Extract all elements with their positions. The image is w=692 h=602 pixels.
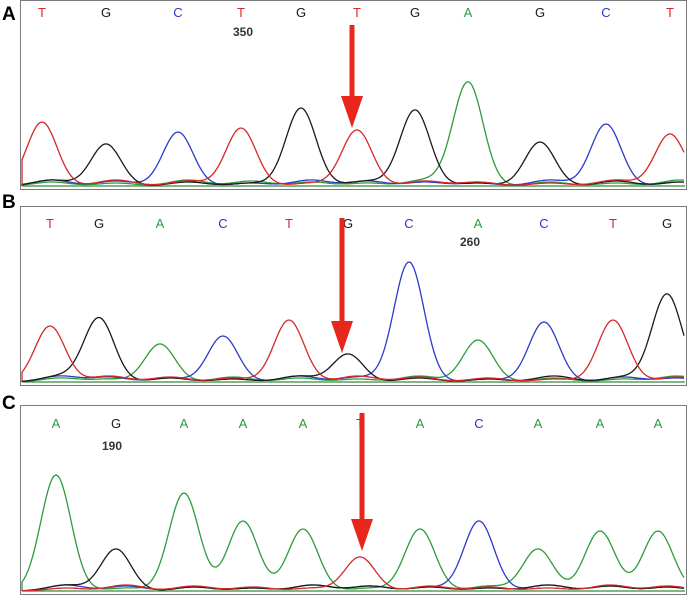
trace-G bbox=[21, 107, 685, 186]
base-call-A: A bbox=[534, 416, 543, 431]
base-call-G: G bbox=[296, 5, 306, 20]
trace-A bbox=[21, 474, 685, 591]
base-call-A: A bbox=[596, 416, 605, 431]
base-call-A: A bbox=[180, 416, 189, 431]
chromatogram-a: T G C T G T G A G C T 350 bbox=[20, 0, 687, 190]
base-call-A: A bbox=[299, 416, 308, 431]
panel-label-c: C bbox=[2, 393, 16, 414]
position-label: 350 bbox=[233, 25, 253, 39]
position-label: 190 bbox=[102, 439, 122, 453]
base-call-G: G bbox=[535, 5, 545, 20]
base-call-C: C bbox=[539, 216, 548, 231]
mutation-arrow bbox=[351, 413, 373, 551]
base-call-G: G bbox=[343, 216, 353, 231]
base-call-T: T bbox=[666, 5, 674, 20]
base-call-G: G bbox=[662, 216, 672, 231]
base-call-T: T bbox=[353, 5, 361, 20]
base-call-C: C bbox=[474, 416, 483, 431]
position-label: 260 bbox=[460, 235, 480, 249]
base-call-C: C bbox=[218, 216, 227, 231]
chromatogram-c: AGAAATACAAA190 bbox=[20, 405, 687, 595]
base-call-A: A bbox=[654, 416, 663, 431]
plot-frame bbox=[20, 405, 687, 595]
base-call-A: A bbox=[52, 416, 61, 431]
panel-label-a: A bbox=[2, 4, 16, 25]
mutation-arrow bbox=[341, 25, 363, 128]
trace-G bbox=[21, 548, 685, 592]
base-call-T: T bbox=[285, 216, 293, 231]
base-call-A: A bbox=[416, 416, 425, 431]
base-call-A: A bbox=[474, 216, 483, 231]
trace-T bbox=[21, 121, 685, 186]
base-call-G: G bbox=[101, 5, 111, 20]
mutation-arrow bbox=[331, 218, 353, 353]
chromatogram-panel-a: T G C T G T G A G C T 350 bbox=[20, 0, 690, 195]
base-call-G: G bbox=[94, 216, 104, 231]
base-call-G: G bbox=[111, 416, 121, 431]
base-call-C: C bbox=[404, 216, 413, 231]
base-call-T: T bbox=[38, 5, 46, 20]
base-call-T: T bbox=[46, 216, 54, 231]
base-call-T: T bbox=[237, 5, 245, 20]
base-call-T: T bbox=[609, 216, 617, 231]
chromatogram-b: T G A C T G C A C T G 260 bbox=[20, 206, 687, 386]
chromatogram-panel-b: T G A C T G C A C T G 260 bbox=[20, 206, 690, 392]
trace-T bbox=[21, 556, 685, 592]
chromatogram-panel-c: AGAAATACAAA190 bbox=[20, 405, 690, 601]
base-call-A: A bbox=[464, 5, 473, 20]
base-call-C: C bbox=[173, 5, 182, 20]
base-call-A: A bbox=[239, 416, 248, 431]
base-call-G: G bbox=[410, 5, 420, 20]
base-call-C: C bbox=[601, 5, 610, 20]
trace-T bbox=[21, 319, 685, 382]
panel-label-b: B bbox=[2, 192, 16, 213]
base-call-A: A bbox=[156, 216, 165, 231]
